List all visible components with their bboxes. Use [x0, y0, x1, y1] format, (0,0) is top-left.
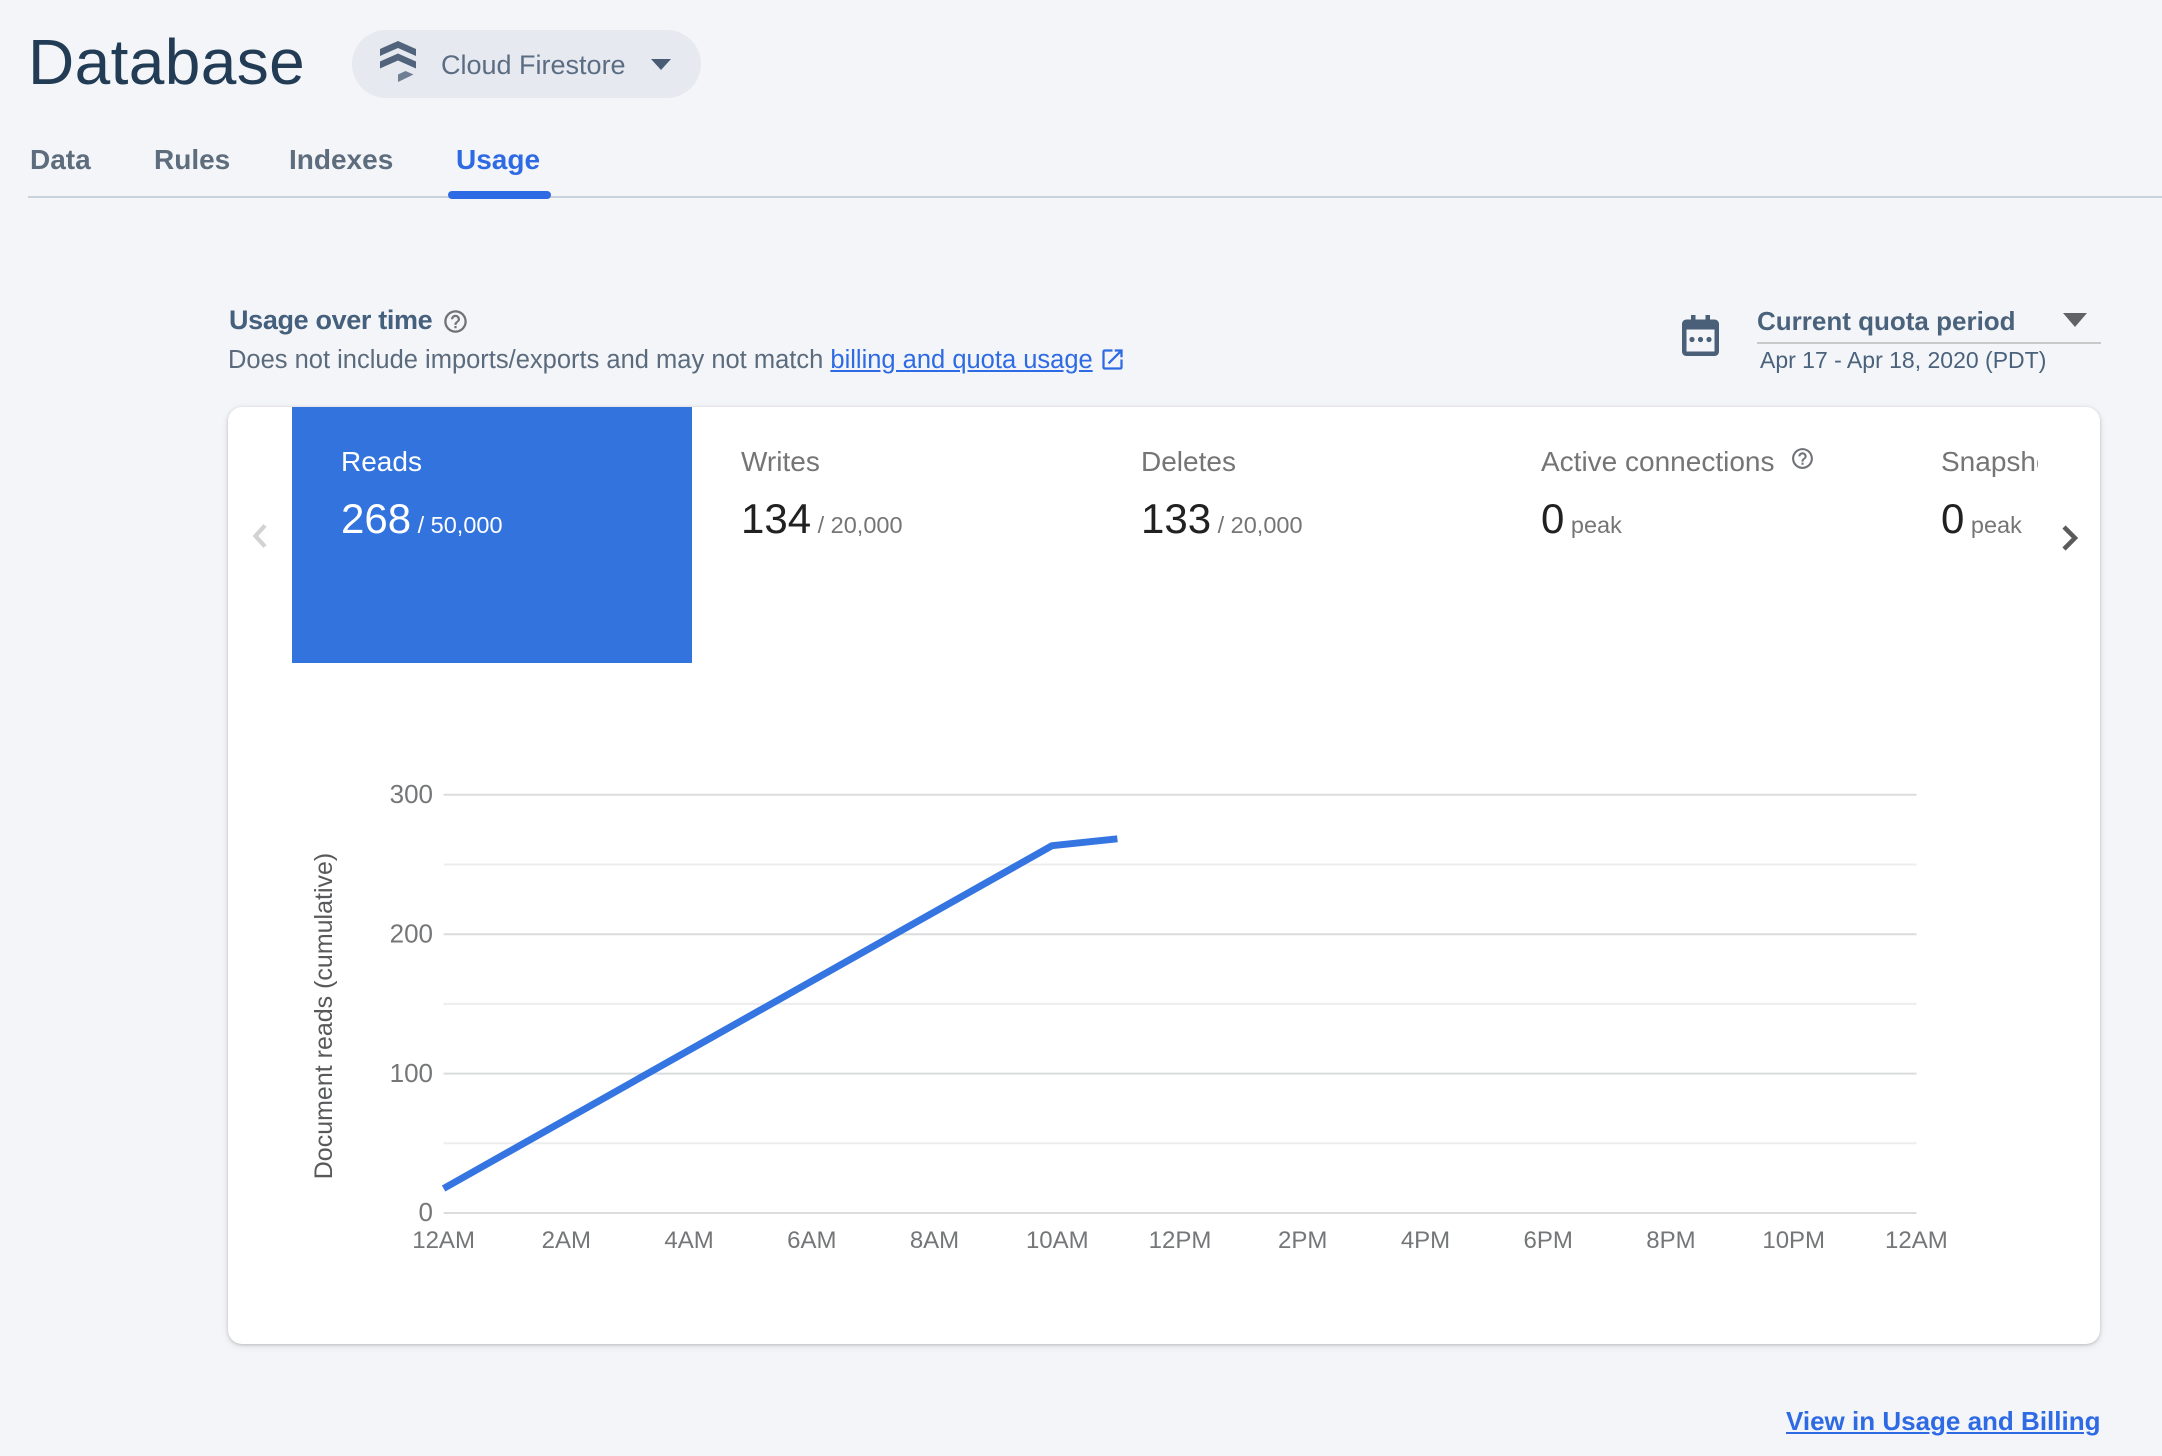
svg-text:300: 300 [390, 779, 433, 809]
svg-text:6PM: 6PM [1524, 1227, 1573, 1254]
svg-text:12AM: 12AM [412, 1227, 475, 1254]
svg-text:8AM: 8AM [910, 1227, 959, 1254]
svg-text:200: 200 [390, 918, 433, 948]
svg-text:10AM: 10AM [1026, 1227, 1089, 1254]
svg-text:2PM: 2PM [1278, 1227, 1327, 1254]
svg-text:12AM: 12AM [1885, 1227, 1948, 1254]
svg-text:12PM: 12PM [1149, 1227, 1212, 1254]
svg-text:4AM: 4AM [664, 1227, 713, 1254]
svg-text:2AM: 2AM [542, 1227, 591, 1254]
svg-text:100: 100 [390, 1058, 433, 1088]
svg-text:Document reads (cumulative): Document reads (cumulative) [310, 853, 338, 1180]
svg-text:0: 0 [419, 1197, 433, 1227]
svg-text:6AM: 6AM [787, 1227, 836, 1254]
svg-text:10PM: 10PM [1762, 1227, 1825, 1254]
svg-text:8PM: 8PM [1646, 1227, 1695, 1254]
svg-text:4PM: 4PM [1401, 1227, 1450, 1254]
